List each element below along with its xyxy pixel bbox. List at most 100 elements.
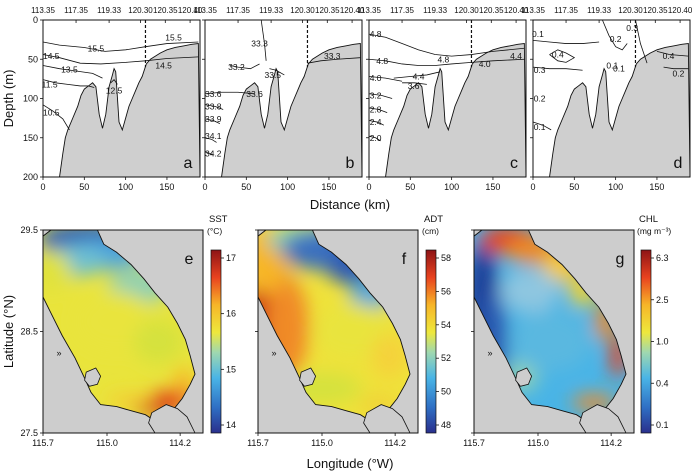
colorbar-tick-label: 17 [226,253,236,263]
colorbar-tick-label: 58 [441,253,451,263]
colorbar-tick-label: 6.3 [656,253,669,263]
coastline [42,229,196,424]
contour-line-33.8 [204,104,224,110]
top-longitude-label: 117.35 [226,6,250,15]
contour-label: 33.3 [251,39,268,49]
contour-line-34.1 [204,137,217,143]
contour-label: 0.1 [532,29,544,39]
colorbar-variable: SST [209,214,228,225]
contour-label: 0.4 [663,51,675,61]
panel-letter-g: g [616,251,625,268]
field-blob [43,250,71,291]
colorbar-tick-label: 54 [441,320,451,330]
section-panel-c: 4.8 4.8 4.8 4.4 4.4 4.0 4.0 3.6 3.2 2.8 2.4 2.0 113.… [357,6,529,192]
x-tick-label: 50 [79,182,89,192]
colorbar-units: (mg m⁻³) [637,226,671,236]
contour-label: 33.8 [205,101,222,111]
contour-group [204,19,361,156]
y-tick-label: 29.5 [20,225,38,235]
colorbar-tick-label: 14 [226,420,236,430]
contour-group [532,19,689,131]
peninsula [148,404,196,434]
colorbar-tick-label: 0.4 [656,378,669,388]
contour-group [42,41,199,131]
panel-letter-e: e [185,251,194,268]
contour-line-12.5 [110,79,118,85]
contour-line-33.5 [269,68,285,76]
contour-label: 0.1 [613,64,625,74]
colorbar-tick-label: 2.5 [656,295,669,305]
contour-line-11.5 [42,79,95,88]
contour-label: 3.6 [408,81,420,91]
contour-label: 4.0 [370,73,382,83]
x-tick-label: 0 [202,182,207,192]
x-tick-label: 115.7 [463,438,485,448]
contour-label: 0.2 [534,94,546,104]
x-tick-label: 115.0 [311,438,333,448]
top-longitude-label: 113.35 [193,6,217,15]
contour-line-3.6 [402,82,427,85]
contour-label: 4.4 [413,72,425,82]
contour-label: 0.1 [534,122,546,132]
islet-marker: » [487,348,492,358]
contour-group [368,33,525,142]
contour-line-0.2 [602,19,628,51]
coastline [473,229,627,424]
y-tick-label: 150 [23,133,38,143]
island [299,367,317,387]
top-longitude-label: 120.30 [618,6,643,15]
contour-line-33.2 [229,63,260,70]
section-panel-b: 33.3 33.2 33.5 33.3 33.6 33.6 33.8 33.9 34.1 34.2… [193,6,365,192]
field-blob [500,268,560,313]
contour-label: 33.6 [246,89,263,99]
x-tick-label: 50 [405,182,415,192]
islet-marker: » [56,348,61,358]
contour-line-4.8 [368,58,525,66]
panel-letter-b: b [346,155,355,172]
top-longitude-label: 120.40 [340,6,365,15]
contour-label: 12.5 [106,86,123,96]
panel-letter-a: a [184,155,193,172]
top-longitude-label: 119.33 [587,6,611,15]
top-longitude-label: 117.35 [390,6,414,15]
colorbar-tick-label: 52 [441,353,451,363]
seabed-profile [43,43,201,178]
contour-label: 2.4 [370,117,382,127]
top-longitude-label: 120.40 [178,6,203,15]
x-tick-label: 150 [159,182,174,192]
contour-label: 0.2 [610,34,622,44]
contour-line-0.1 [532,40,600,44]
top-longitude-label: 119.33 [423,6,447,15]
top-longitude-label: 120.30 [290,6,315,15]
x-tick-label: 0 [40,182,45,192]
contour-label: 4.4 [510,51,522,61]
peninsula [579,404,627,434]
y-tick-label: 100 [23,94,38,104]
contour-line-0.4 [549,49,576,63]
axis-titles: Depth (m) Distance (km) Latitude (°N) Lo… [1,70,393,471]
top-longitude-label: 113.35 [31,6,55,15]
contour-label: 13.5 [61,64,78,74]
contour-label: 0.3 [626,23,638,33]
colorbar-units: (°C) [207,226,222,236]
island [515,367,533,387]
panel-letter-d: d [674,155,683,172]
top-longitude-label: 119.33 [259,6,283,15]
contour-line-2.4 [368,120,385,126]
y-tick-label: 0 [33,15,38,25]
colorbar-bar [640,249,652,434]
field-blob [106,394,156,407]
bottom-x-axis-title: Longitude (°W) [307,456,394,471]
x-tick-label: 115.7 [32,438,54,448]
colorbar-tick-label: 48 [441,420,451,430]
top-longitude-label: 120.35 [315,6,340,15]
top-longitude-label: 119.33 [97,6,121,15]
y-tick-label: 28.5 [20,327,38,337]
x-tick-label: 0 [366,182,371,192]
field-blob [371,333,408,378]
contour-label: 11.5 [42,79,58,89]
contour-label: 34.1 [205,131,222,141]
